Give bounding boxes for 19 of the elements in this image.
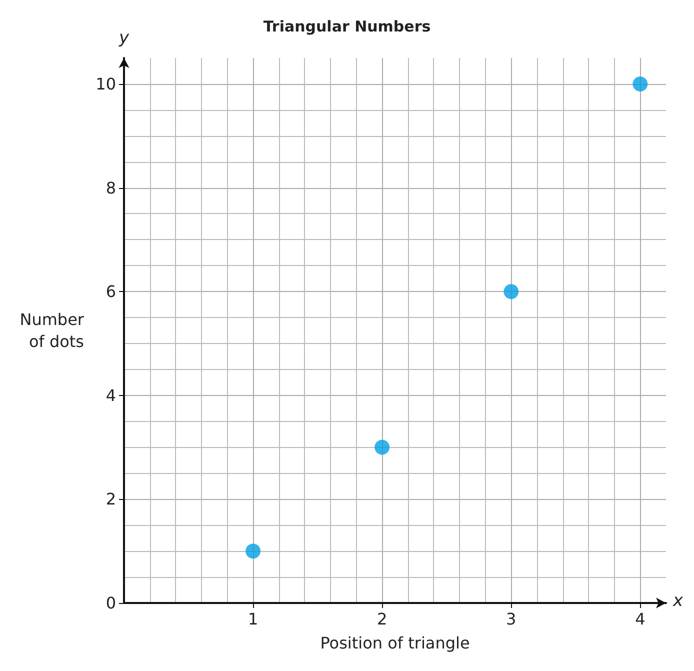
y-tick-label: 6: [106, 282, 116, 302]
x-axis-title: Position of triangle: [320, 634, 470, 652]
y-tick-label: 0: [106, 594, 116, 612]
x-tick-label: 1: [248, 610, 258, 628]
text: x: [672, 591, 684, 611]
y-tick-label: 2: [106, 490, 116, 509]
x-tick-label: 3: [506, 610, 516, 628]
y-tick-label: 10: [96, 74, 116, 94]
point: [246, 544, 261, 559]
point: [374, 440, 390, 455]
x-tick-label: 2: [377, 610, 388, 628]
point: [632, 76, 648, 92]
y-axis-title: Number of dots: [20, 310, 84, 351]
point: [504, 284, 519, 300]
y-tick-label: 8: [106, 178, 116, 198]
chart-title: Triangular Numbers: [263, 18, 431, 36]
y-tick-label: 4: [106, 386, 116, 405]
text: y: [118, 28, 130, 48]
x-tick-label: 4: [635, 610, 646, 628]
